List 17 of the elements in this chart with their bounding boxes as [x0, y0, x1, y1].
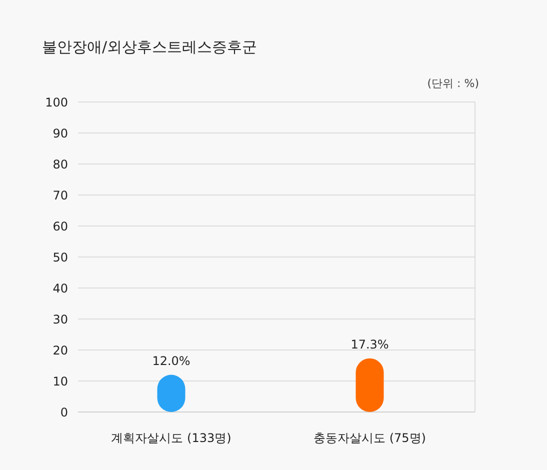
y-tick-label: 30	[52, 312, 68, 326]
title: 불안장애/외상후스트레스증후군	[42, 38, 258, 56]
y-tick-label: 20	[52, 344, 68, 358]
y-tick-label: 80	[52, 158, 68, 172]
data-label: 12.0%	[152, 354, 190, 368]
y-tick-label: 90	[52, 126, 68, 140]
y-tick-label: 10	[52, 374, 68, 388]
y-tick-label: 50	[52, 250, 68, 264]
x-tick-label: 충동자살시도 (75명)	[314, 431, 426, 445]
x-tick-label: 계획자살시도 (133명)	[111, 431, 232, 445]
y-tick-label: 100	[45, 96, 68, 110]
data-label: 17.3%	[350, 337, 389, 352]
annotation: (단위 : %)	[427, 77, 479, 90]
y-tick-label: 70	[52, 188, 68, 202]
y-tick-label: 60	[52, 220, 68, 234]
y-tick-label: 40	[52, 282, 68, 296]
y-tick-label: 0	[60, 406, 68, 420]
